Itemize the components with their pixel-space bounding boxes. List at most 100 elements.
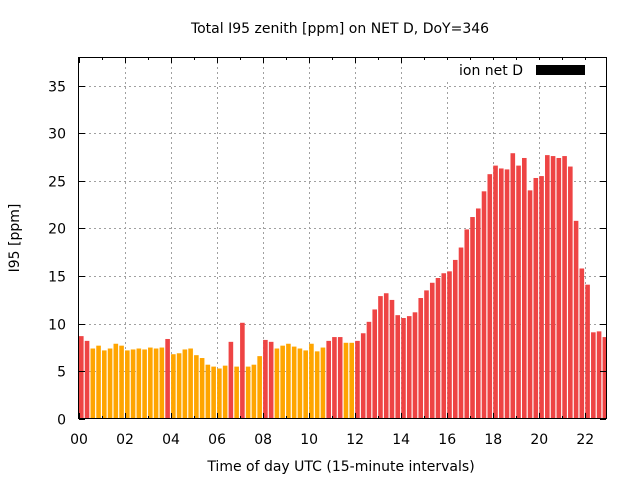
bar <box>533 177 539 419</box>
bar <box>418 298 424 419</box>
legend-swatch <box>536 65 585 75</box>
bar <box>458 247 464 419</box>
bar <box>211 366 216 419</box>
bar <box>297 348 303 419</box>
bar <box>234 366 239 419</box>
bar <box>159 347 165 419</box>
bar <box>165 338 170 419</box>
bar <box>493 165 498 419</box>
bar <box>251 364 257 419</box>
bar <box>464 229 470 419</box>
bars <box>79 153 606 420</box>
bar <box>222 365 228 419</box>
bar <box>545 155 550 419</box>
x-tick-label: 10 <box>300 432 318 448</box>
bar <box>79 336 84 419</box>
bar <box>539 176 544 419</box>
bar <box>447 271 452 419</box>
y-tick-label: 5 <box>57 365 66 381</box>
bar <box>550 156 556 419</box>
bar <box>199 358 205 419</box>
y-tick-label: 25 <box>48 175 66 191</box>
bar <box>332 337 337 419</box>
bar <box>412 312 418 419</box>
y-tick-label: 10 <box>48 318 66 334</box>
y-tick-labels: 0 5 10 15 20 25 30 35 <box>48 80 66 429</box>
y-axis-label: I95 [ppm] <box>7 204 23 273</box>
bar <box>257 356 262 419</box>
bar <box>176 353 182 419</box>
bar <box>602 337 606 419</box>
bar <box>286 343 291 419</box>
bar <box>349 342 354 419</box>
y-tick-label: 30 <box>48 127 66 143</box>
bar <box>470 217 475 419</box>
bar <box>516 165 521 419</box>
bar <box>435 278 441 419</box>
bar <box>366 321 372 419</box>
bar <box>573 220 579 419</box>
bar <box>240 322 245 419</box>
bar <box>337 337 343 419</box>
x-tick-label: 04 <box>162 432 180 448</box>
y-tick-label: 20 <box>48 222 66 238</box>
bar <box>309 343 314 419</box>
bar <box>153 348 159 419</box>
bar <box>596 331 602 419</box>
legend: ion net D <box>440 60 604 80</box>
bar <box>360 333 366 419</box>
y-tick-label: 35 <box>48 80 66 96</box>
bar <box>228 341 234 419</box>
bar <box>504 169 510 419</box>
bar <box>383 293 389 419</box>
x-tick-label: 22 <box>576 432 594 448</box>
bar <box>498 168 504 419</box>
bar <box>424 290 429 419</box>
bar <box>280 345 285 419</box>
bar <box>389 299 395 419</box>
x-tick-label: 18 <box>484 432 502 448</box>
bar <box>119 345 124 419</box>
bar <box>130 349 136 419</box>
bar <box>579 268 585 419</box>
y-tick-label: 15 <box>48 270 66 286</box>
bar <box>556 157 562 420</box>
bar <box>406 316 412 419</box>
bar <box>314 351 320 419</box>
bar <box>84 340 90 419</box>
bar <box>291 346 297 419</box>
bar <box>125 350 130 419</box>
legend-label: ion net D <box>459 63 523 79</box>
x-tick-labels: 00 02 04 06 08 10 12 14 16 18 20 22 <box>70 432 594 448</box>
x-tick-label: 16 <box>438 432 456 448</box>
bar <box>401 318 406 419</box>
bar <box>274 348 280 419</box>
bar <box>320 347 326 419</box>
bar <box>102 350 107 419</box>
bar <box>441 273 447 419</box>
plot-frame <box>78 57 607 419</box>
bar <box>96 345 101 419</box>
bar <box>522 157 527 420</box>
bar <box>527 190 533 419</box>
bar <box>268 341 274 419</box>
chart-title: Total I95 zenith [ppm] on NET D, DoY=346 <box>190 21 489 37</box>
bar <box>182 349 188 419</box>
x-tick-label: 00 <box>70 432 88 448</box>
bar <box>205 364 211 419</box>
bar <box>303 350 308 419</box>
bar <box>475 208 481 419</box>
x-tick-label: 20 <box>530 432 548 448</box>
bar <box>343 342 349 419</box>
x-tick-label: 08 <box>254 432 272 448</box>
x-axis-label: Time of day UTC (15-minute intervals) <box>206 459 474 475</box>
bar <box>217 368 222 419</box>
bar <box>372 309 378 419</box>
bar <box>245 366 251 419</box>
bar <box>326 340 331 419</box>
bar <box>113 343 119 419</box>
bar <box>107 348 113 419</box>
y-tick-label: 0 <box>57 413 66 429</box>
bar <box>263 339 268 419</box>
